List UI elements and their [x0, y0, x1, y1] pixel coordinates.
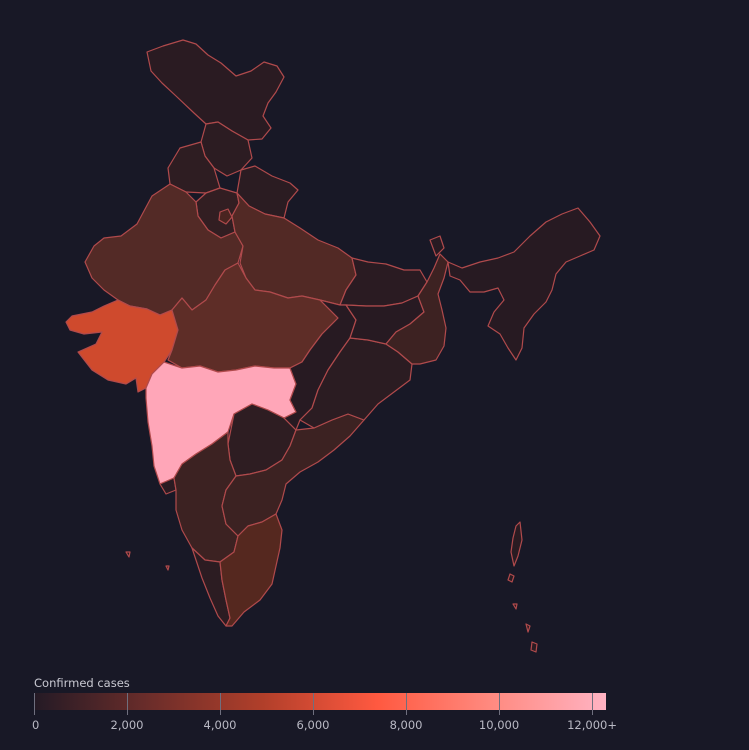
region-andhra-pradesh[interactable]	[221, 413, 365, 537]
region-jammu-kashmir[interactable]	[146, 39, 285, 141]
legend: Confirmed cases 0 2,000 4,000 6,000 8,000 10,…	[32, 676, 619, 746]
legend-tick-mark	[220, 693, 222, 715]
legend-tick-label: 0	[32, 718, 40, 732]
legend-tick-mark	[406, 693, 408, 715]
legend-tick-label: 12,000+	[567, 718, 617, 732]
region-northeast-states[interactable]	[447, 207, 601, 361]
legend-tick-mark	[499, 693, 501, 715]
legend-tick-mark	[313, 693, 315, 715]
legend-tick-label: 8,000	[389, 718, 423, 732]
region-delhi[interactable]	[218, 208, 233, 225]
india-choropleth-map[interactable]	[0, 0, 749, 660]
region-tamil-nadu[interactable]	[219, 513, 283, 627]
region-lakshadweep[interactable]	[125, 551, 170, 571]
legend-tick-label: 6,000	[296, 718, 330, 732]
legend-color-scale	[34, 693, 606, 710]
legend-title: Confirmed cases	[34, 676, 130, 690]
legend-tick-mark	[127, 693, 128, 715]
legend-tick-label: 10,000	[478, 718, 520, 732]
legend-tick-mark	[592, 693, 594, 715]
legend-tick-label: 2,000	[110, 718, 144, 732]
region-andaman-nicobar[interactable]	[507, 521, 538, 653]
legend-tick-mark	[34, 693, 35, 715]
legend-tick-label: 4,000	[203, 718, 237, 732]
region-sikkim[interactable]	[429, 235, 445, 257]
